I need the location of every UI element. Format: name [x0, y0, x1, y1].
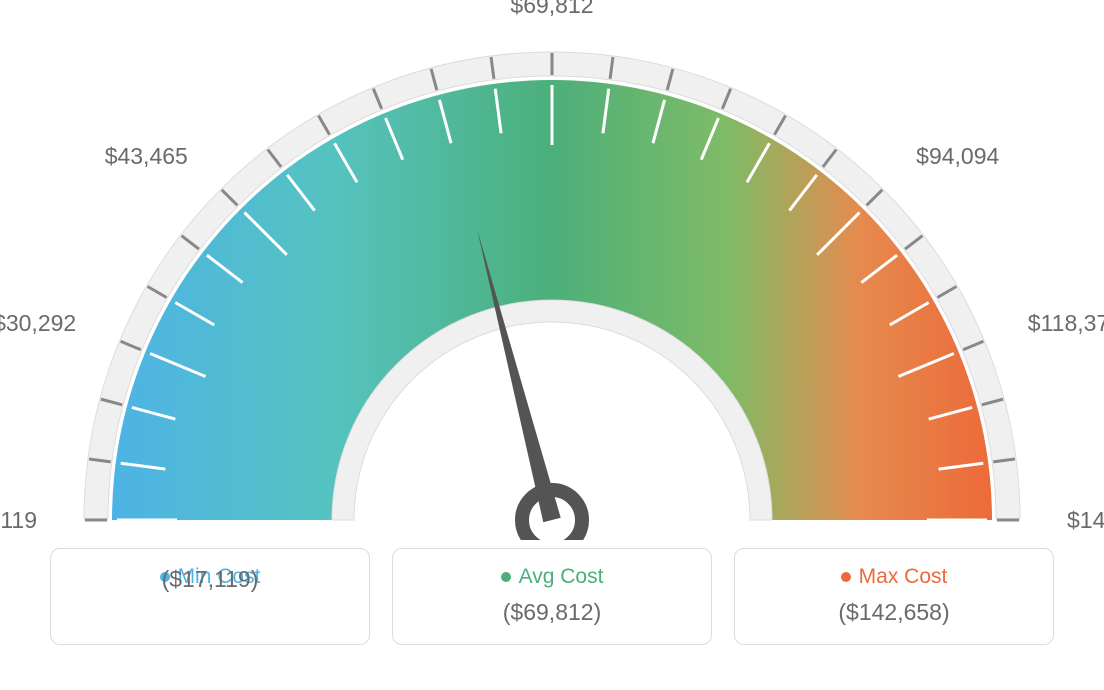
cost-gauge-chart: $17,119 $30,292 $43,465 $69,812 $94,094 $118,… — [0, 0, 1104, 540]
gauge-tick-label: $43,465 — [105, 143, 188, 169]
gauge-tick-label: $30,292 — [0, 310, 76, 336]
dot-icon — [841, 572, 851, 582]
legend-label-max: Max Cost — [841, 565, 948, 589]
legend-label-text: Avg Cost — [519, 565, 604, 589]
gauge-tick-label: $69,812 — [510, 0, 593, 18]
dot-icon — [501, 572, 511, 582]
legend-label-text: Max Cost — [859, 565, 948, 589]
legend-card-avg: Avg Cost ($69,812) — [392, 548, 712, 645]
gauge-tick-label: $142,658 — [1067, 507, 1104, 533]
legend-value-avg: ($69,812) — [393, 599, 711, 626]
legend-row: Min Cost ($17,119) Avg Cost ($69,812) Ma… — [50, 548, 1054, 645]
gauge-tick-label: $94,094 — [916, 143, 999, 169]
gauge-tick-label: $17,119 — [0, 507, 37, 533]
legend-value-min-real: ($17,119) — [51, 566, 369, 593]
gauge-tick-label: $118,376 — [1028, 310, 1104, 336]
legend-card-min: Min Cost ($17,119) — [50, 548, 370, 645]
gauge-svg: $17,119 $30,292 $43,465 $69,812 $94,094 $118,… — [0, 0, 1104, 540]
legend-label-avg: Avg Cost — [501, 565, 604, 589]
legend-card-max: Max Cost ($142,658) — [734, 548, 1054, 645]
legend-value-max: ($142,658) — [735, 599, 1053, 626]
